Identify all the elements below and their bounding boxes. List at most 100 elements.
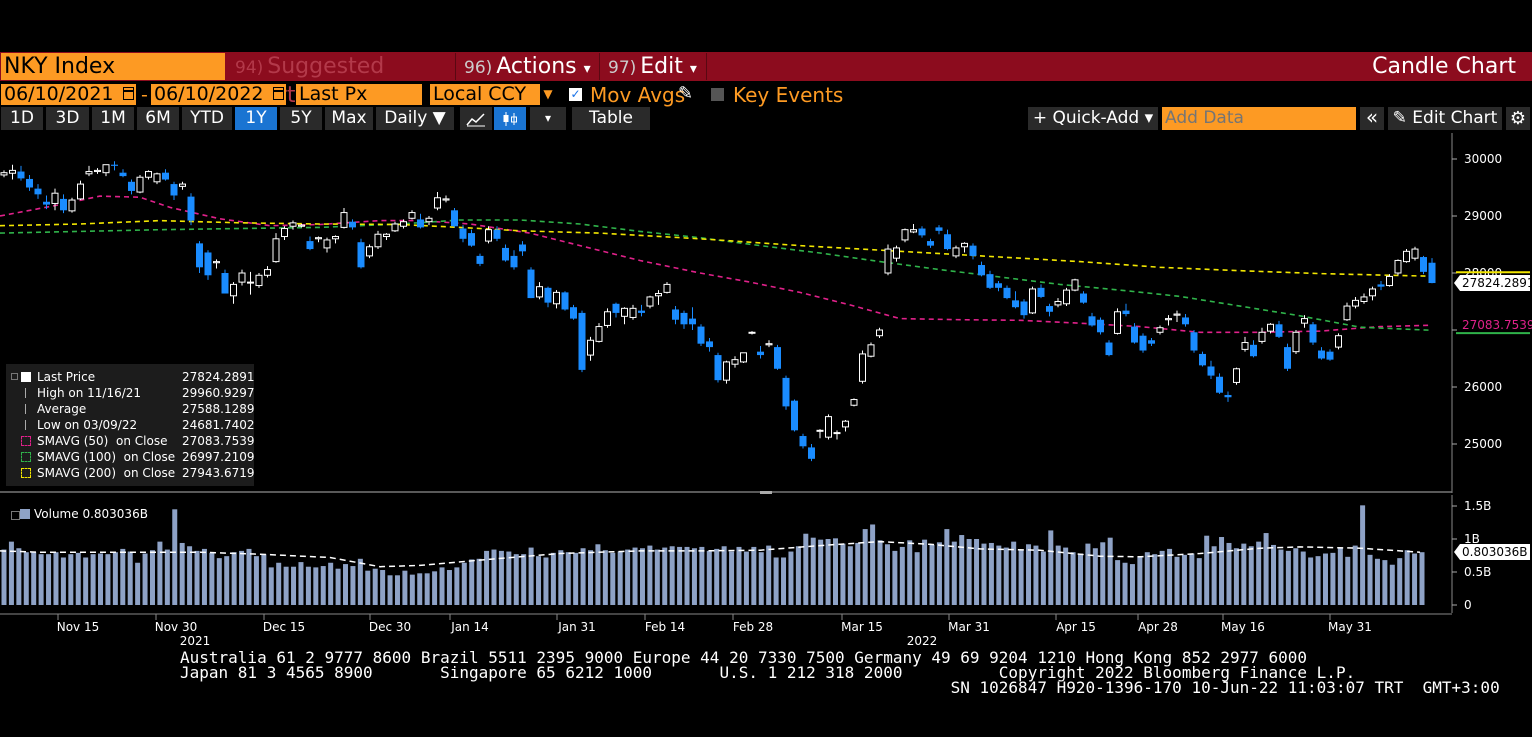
candle (867, 342, 875, 358)
date-tick-label: Apr 15 (1056, 620, 1096, 634)
pencil-icon[interactable]: ✎ (678, 83, 694, 104)
volume-bar (1233, 548, 1239, 605)
candle (944, 229, 951, 251)
candle-body (1131, 326, 1138, 343)
candle-body (221, 273, 229, 294)
volume-bar (862, 529, 868, 605)
legend-toggle-icon[interactable] (11, 373, 18, 380)
candle (680, 310, 688, 329)
candle-body (493, 229, 501, 239)
start-date-field[interactable]: 06/10/2021 (1, 84, 136, 105)
volume-bar (1367, 554, 1373, 605)
candle (17, 165, 25, 181)
period-6m-button[interactable]: 6M (137, 107, 179, 130)
candle (323, 237, 331, 253)
period-5y-button[interactable]: 5Y (280, 107, 322, 130)
dropdown-arrow-icon[interactable]: ▼ (540, 84, 556, 105)
mov-avgs-checkbox[interactable]: ✓ (569, 87, 582, 101)
candle-body (1369, 288, 1376, 297)
volume-bar (929, 544, 935, 605)
volume-badge-shape (1454, 544, 1530, 561)
collapse-icon[interactable]: « (1360, 107, 1384, 130)
legend-row[interactable]: Last Price 27824.2891 (6, 369, 255, 385)
volume-bar (558, 550, 564, 605)
candle (1156, 325, 1164, 335)
date-tick-label: Feb 28 (733, 620, 773, 634)
frequency-select[interactable]: Daily ▼ (376, 107, 454, 130)
table-button[interactable]: Table (572, 107, 650, 130)
key-events-checkbox[interactable] (711, 88, 724, 101)
legend-row[interactable]: Average 27588.1289 (6, 401, 255, 417)
volume-bar (31, 552, 37, 605)
gear-icon[interactable]: ⚙ (1506, 107, 1530, 130)
moving-average-lines (0, 195, 1431, 334)
period-1d-button[interactable]: 1D (1, 107, 43, 130)
legend-row[interactable]: SMAVG (100) on Close 26997.2109 (6, 449, 255, 465)
mov-avgs-label[interactable]: Mov Avgs (590, 83, 686, 107)
period-max-button[interactable]: Max (325, 107, 373, 130)
add-data-input[interactable] (1162, 107, 1356, 130)
volume-bar (60, 557, 66, 605)
legend-name: Average (37, 402, 87, 416)
volume-bar (320, 566, 326, 605)
candle-body (536, 286, 543, 298)
price-field-select[interactable]: Last Px (296, 84, 422, 105)
candle-body (323, 239, 331, 249)
legend-row[interactable]: SMAVG (200) on Close 27943.6719 (6, 465, 255, 481)
volume-bar (402, 570, 408, 605)
volume-bar (120, 548, 126, 605)
currency-select[interactable]: Local CCY ▼ (430, 84, 556, 105)
candle (1386, 274, 1393, 287)
candle-body (451, 210, 458, 227)
volume-bar (1033, 545, 1039, 605)
candle (1020, 299, 1028, 319)
legend-row[interactable]: Low on 03/09/22 24681.7402 (6, 417, 255, 433)
candle-body (1088, 316, 1096, 326)
ticker-field[interactable]: NKY Index (1, 53, 225, 80)
candle-body (1267, 323, 1274, 332)
period-1m-button[interactable]: 1M (92, 107, 134, 130)
candle (1131, 323, 1138, 344)
period-3d-button[interactable]: 3D (46, 107, 89, 130)
candle-body (417, 219, 424, 228)
period-ytd-button[interactable]: YTD (182, 107, 232, 130)
candle (842, 420, 849, 432)
edit-menu[interactable]: 97) Edit ▾ (602, 53, 707, 80)
suggested-charts-menu[interactable]: 94)Suggested Charts (229, 53, 456, 108)
candle-body (680, 312, 688, 325)
candle-chart[interactable]: 300002900028000270002600025000 1.5B1B0.5… (0, 133, 1532, 645)
chart-style-dropdown[interactable]: ▾ (530, 107, 566, 130)
volume-bar (818, 539, 824, 605)
end-date-field[interactable]: 06/10/2022 (151, 84, 286, 105)
candle (1148, 337, 1155, 346)
candle-body (553, 291, 560, 305)
legend-value: 27588.1289 (182, 402, 255, 416)
candle-body (357, 242, 365, 268)
key-events-label[interactable]: Key Events (733, 83, 844, 107)
volume-bar (1196, 558, 1202, 605)
candle (315, 236, 322, 243)
candle-chart-icon[interactable] (494, 107, 526, 130)
candle (1420, 255, 1427, 275)
volume-bar (1397, 558, 1403, 605)
quick-add-button[interactable]: + Quick-Add ▾ (1028, 107, 1158, 130)
actions-menu[interactable]: 96) Actions ▾ (458, 53, 600, 80)
calendar-icon[interactable] (273, 87, 284, 100)
candle (1352, 296, 1359, 309)
calendar-icon[interactable] (123, 87, 134, 100)
volume-bar (877, 540, 883, 605)
candle-body (204, 252, 212, 276)
edit-chart-button[interactable]: ✎ Edit Chart (1388, 107, 1502, 130)
period-1y-button[interactable]: 1Y (235, 107, 277, 130)
volume-bar (1204, 535, 1210, 605)
candle-body (799, 436, 807, 447)
line-chart-icon[interactable] (460, 107, 492, 130)
volume-bar (261, 554, 267, 605)
candle-body (935, 227, 943, 231)
candle (1394, 259, 1402, 276)
legend-row[interactable]: High on 11/16/21 29960.9297 (6, 385, 255, 401)
candle-body (1335, 335, 1342, 348)
candle-body (689, 318, 696, 325)
candle (1190, 330, 1198, 353)
legend-row[interactable]: SMAVG (50) on Close 27083.7539 (6, 433, 255, 449)
